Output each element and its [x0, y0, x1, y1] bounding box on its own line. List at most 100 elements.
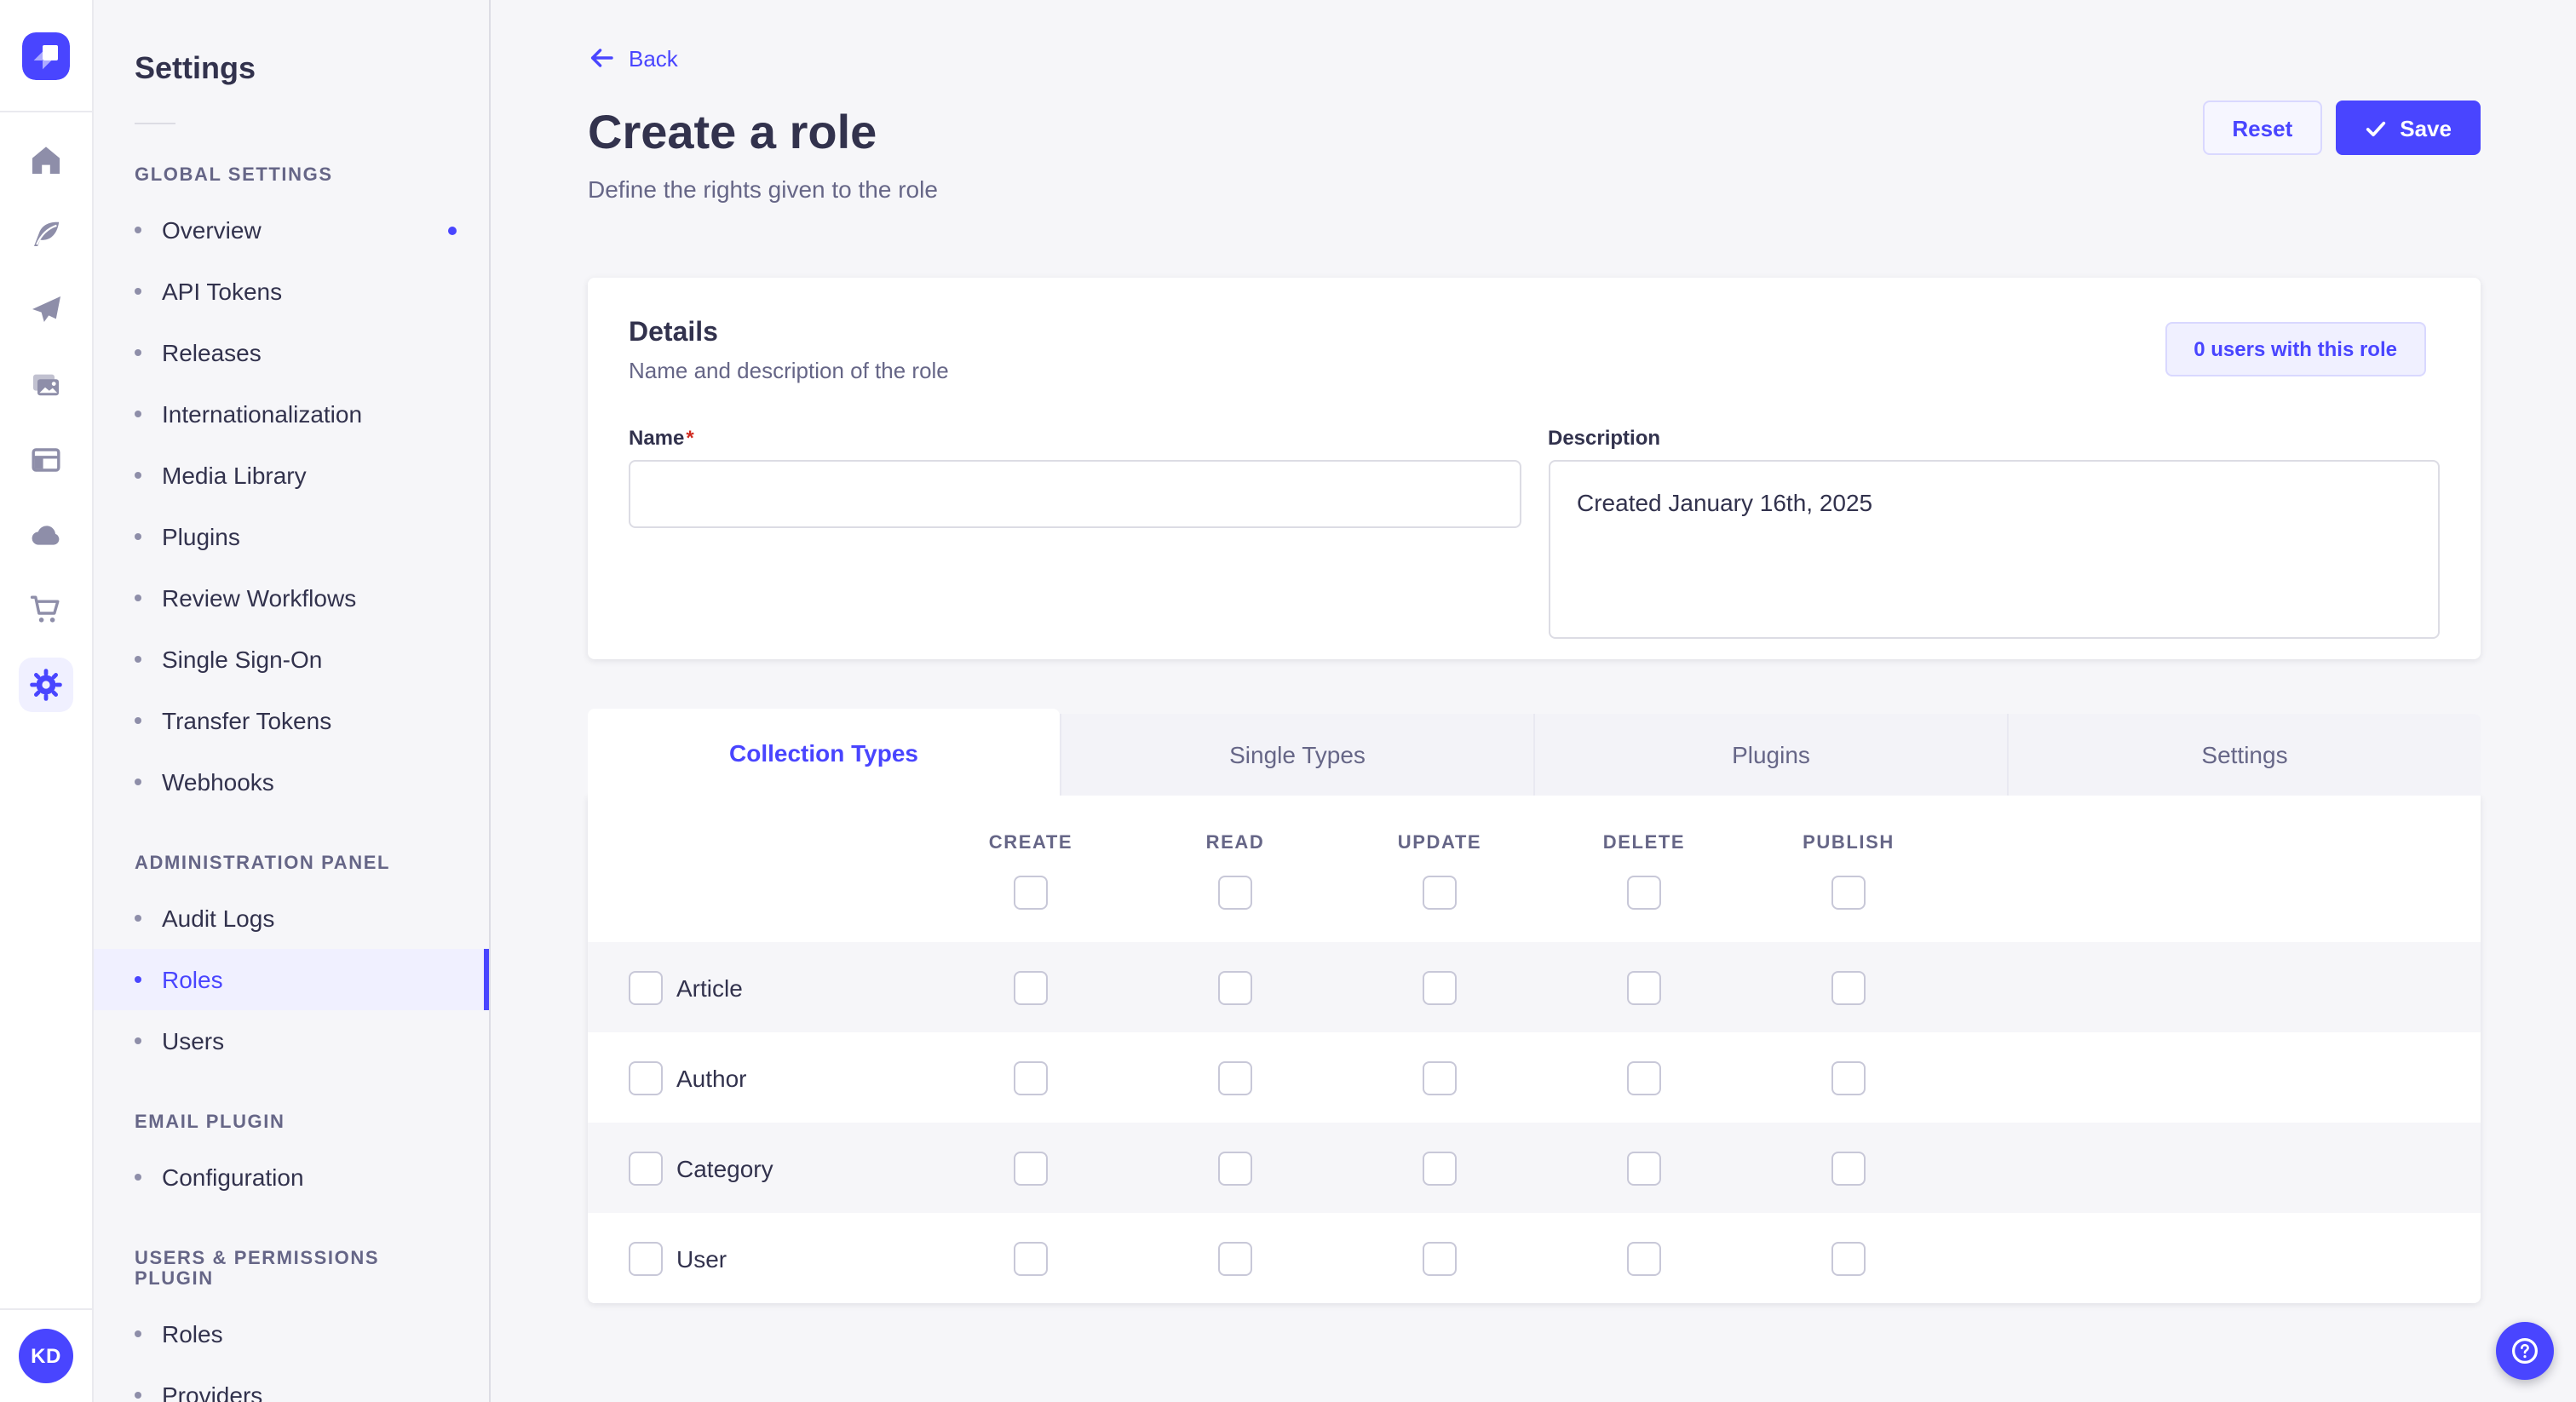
checkbox-category-update[interactable] — [1423, 1151, 1457, 1185]
sidebar-item-label: Webhooks — [162, 768, 274, 796]
checkbox-user-create[interactable] — [1014, 1241, 1048, 1275]
sidebar-item-releases[interactable]: Releases — [94, 322, 489, 383]
user-avatar[interactable]: KD — [19, 1329, 73, 1383]
checkbox-user-read[interactable] — [1218, 1241, 1252, 1275]
help-button[interactable] — [2496, 1322, 2554, 1380]
paper-plane-icon[interactable] — [19, 283, 73, 337]
sidebar-item-providers[interactable]: Providers — [94, 1365, 489, 1402]
column-label: DELETE — [1603, 833, 1685, 853]
select-all-delete-checkbox[interactable] — [1627, 876, 1661, 910]
back-link[interactable]: Back — [588, 44, 678, 72]
sidebar-item-internationalization[interactable]: Internationalization — [94, 383, 489, 445]
save-button[interactable]: Save — [2335, 101, 2481, 155]
sidebar-item-review-workflows[interactable]: Review Workflows — [94, 567, 489, 629]
checkbox-article-read[interactable] — [1218, 970, 1252, 1004]
role-description-textarea[interactable]: Created January 16th, 2025 — [1548, 460, 2440, 639]
column-label: UPDATE — [1398, 833, 1481, 853]
checkbox-user-update[interactable] — [1423, 1241, 1457, 1275]
select-all-read-checkbox[interactable] — [1218, 876, 1252, 910]
permissions-tabs: Collection Types Single Types Plugins Se… — [588, 709, 2481, 796]
sidebar-item-users[interactable]: Users — [94, 1010, 489, 1072]
sidebar-item-audit-logs[interactable]: Audit Logs — [94, 888, 489, 949]
row-label: Author — [676, 1064, 747, 1091]
select-all-create-checkbox[interactable] — [1014, 876, 1048, 910]
row-select-checkbox-article[interactable] — [629, 970, 663, 1004]
row-select-checkbox-user[interactable] — [629, 1241, 663, 1275]
sidebar-item-label: Configuration — [162, 1164, 304, 1191]
sidebar-item-overview[interactable]: Overview — [94, 199, 489, 261]
tab-collection-types[interactable]: Collection Types — [588, 709, 1060, 796]
permissions-section: Collection Types Single Types Plugins Se… — [588, 709, 2481, 1303]
sidebar-item-configuration[interactable]: Configuration — [94, 1146, 489, 1208]
sidebar-item-label: Internationalization — [162, 400, 362, 428]
strapi-logo-icon[interactable] — [22, 32, 70, 79]
sidebar-item-label: Releases — [162, 339, 262, 366]
sidebar-item-label: Plugins — [162, 523, 240, 550]
reset-button[interactable]: Reset — [2203, 101, 2321, 155]
details-fields: Name* Description Created January 16th, … — [629, 426, 2440, 647]
checkbox-author-publish[interactable] — [1831, 1060, 1866, 1095]
checkbox-article-update[interactable] — [1423, 970, 1457, 1004]
checkbox-author-create[interactable] — [1014, 1060, 1048, 1095]
row-label: Category — [676, 1154, 773, 1181]
checkbox-author-delete[interactable] — [1627, 1060, 1661, 1095]
column-label: CREATE — [989, 833, 1072, 853]
sidebar-item-transfer-tokens[interactable]: Transfer Tokens — [94, 690, 489, 751]
checkbox-user-publish[interactable] — [1831, 1241, 1866, 1275]
checkbox-article-publish[interactable] — [1831, 970, 1866, 1004]
checkbox-category-create[interactable] — [1014, 1151, 1048, 1185]
bullet-icon — [135, 976, 141, 983]
sidebar-item-label: Users — [162, 1027, 224, 1054]
checkbox-article-delete[interactable] — [1627, 970, 1661, 1004]
checkbox-category-delete[interactable] — [1627, 1151, 1661, 1185]
bullet-icon — [135, 1330, 141, 1337]
role-name-input[interactable] — [629, 460, 1521, 528]
sidebar-item-api-tokens[interactable]: API Tokens — [94, 261, 489, 322]
users-with-role-badge[interactable]: 0 users with this role — [2165, 322, 2426, 376]
sidebar-item-roles-admin[interactable]: Roles — [94, 949, 489, 1010]
check-icon — [2364, 117, 2386, 139]
bullet-icon — [135, 915, 141, 922]
bullet-icon — [135, 227, 141, 233]
bullet-icon — [135, 779, 141, 785]
bullet-icon — [135, 472, 141, 479]
row-select-checkbox-author[interactable] — [629, 1060, 663, 1095]
cart-icon[interactable] — [19, 583, 73, 637]
feather-icon[interactable] — [19, 208, 73, 262]
tab-plugins[interactable]: Plugins — [1533, 714, 2007, 796]
sidebar-item-label: Roles — [162, 1320, 223, 1347]
layout-icon[interactable] — [19, 433, 73, 487]
select-all-publish-checkbox[interactable] — [1831, 876, 1866, 910]
sidebar-item-media-library[interactable]: Media Library — [94, 445, 489, 506]
tab-settings[interactable]: Settings — [2007, 714, 2481, 796]
select-all-update-checkbox[interactable] — [1423, 876, 1457, 910]
checkbox-user-delete[interactable] — [1627, 1241, 1661, 1275]
section-label-users-permissions-plugin: USERS & PERMISSIONS PLUGIN — [135, 1249, 448, 1290]
column-delete: DELETE — [1542, 796, 1746, 942]
row-select-checkbox-category[interactable] — [629, 1151, 663, 1185]
tab-single-types[interactable]: Single Types — [1060, 714, 1533, 796]
home-icon[interactable] — [19, 133, 73, 187]
settings-gear-icon[interactable] — [19, 658, 73, 712]
sidebar-item-label: API Tokens — [162, 278, 282, 305]
section-label-email-plugin: EMAIL PLUGIN — [135, 1112, 448, 1133]
name-field-group: Name* — [629, 426, 1521, 647]
bullet-icon — [135, 1174, 141, 1181]
cloud-icon[interactable] — [19, 508, 73, 562]
permissions-header-row: CREATE READ UPDATE DELETE — [588, 796, 2481, 942]
sidebar-item-single-sign-on[interactable]: Single Sign-On — [94, 629, 489, 690]
bullet-icon — [135, 1037, 141, 1044]
checkbox-category-publish[interactable] — [1831, 1151, 1866, 1185]
main-content: Back Create a role Define the rights giv… — [491, 0, 2576, 1402]
sidebar-item-plugins[interactable]: Plugins — [94, 506, 489, 567]
sidebar-item-webhooks[interactable]: Webhooks — [94, 751, 489, 813]
bullet-icon — [135, 349, 141, 356]
subnav-divider — [135, 123, 175, 124]
checkbox-author-read[interactable] — [1218, 1060, 1252, 1095]
sidebar-item-roles-up[interactable]: Roles — [94, 1303, 489, 1365]
media-library-icon[interactable] — [19, 358, 73, 412]
row-label: User — [676, 1244, 727, 1272]
checkbox-author-update[interactable] — [1423, 1060, 1457, 1095]
checkbox-article-create[interactable] — [1014, 970, 1048, 1004]
checkbox-category-read[interactable] — [1218, 1151, 1252, 1185]
